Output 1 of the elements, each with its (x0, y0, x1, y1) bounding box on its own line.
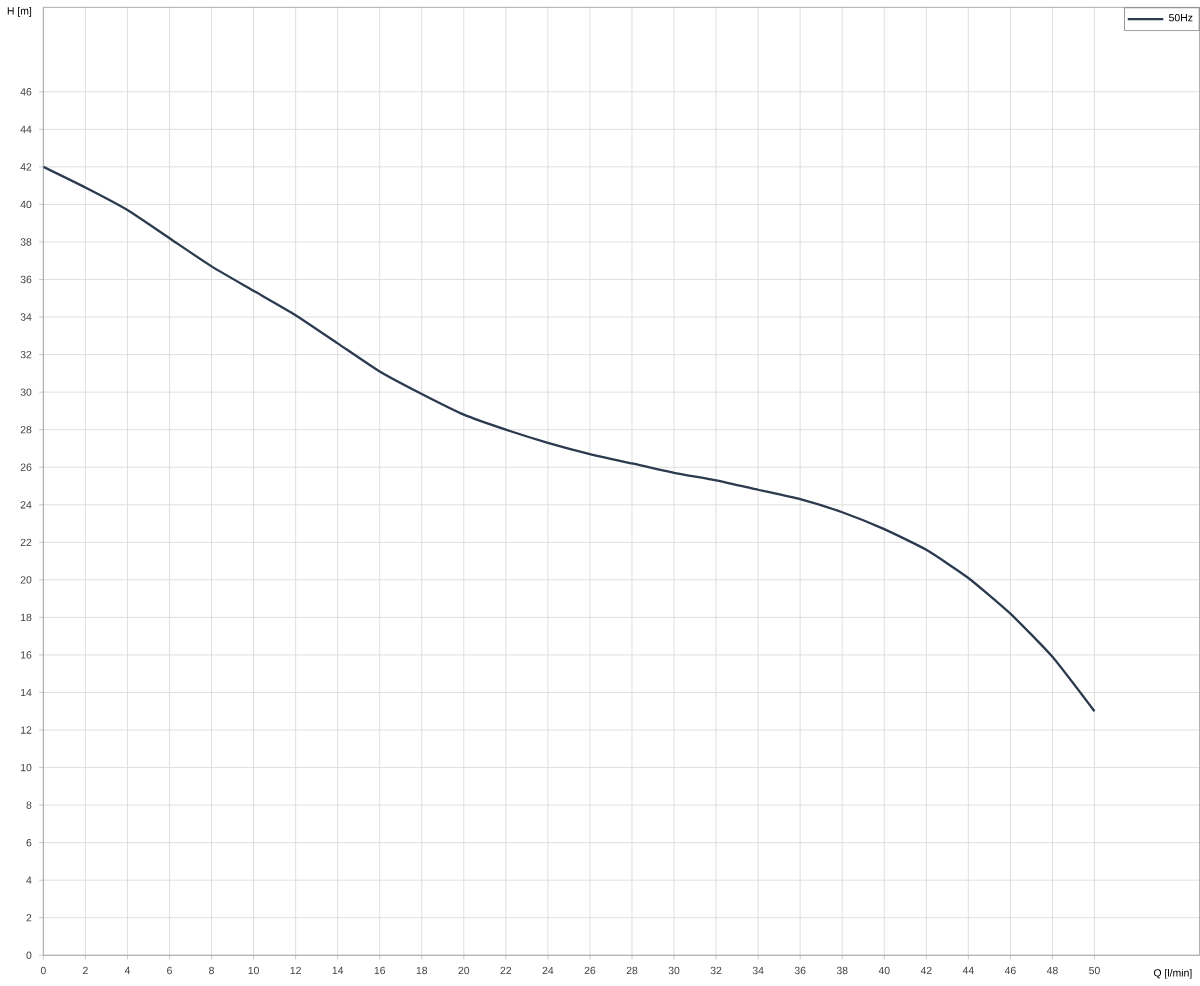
line-series (43, 165, 1096, 713)
